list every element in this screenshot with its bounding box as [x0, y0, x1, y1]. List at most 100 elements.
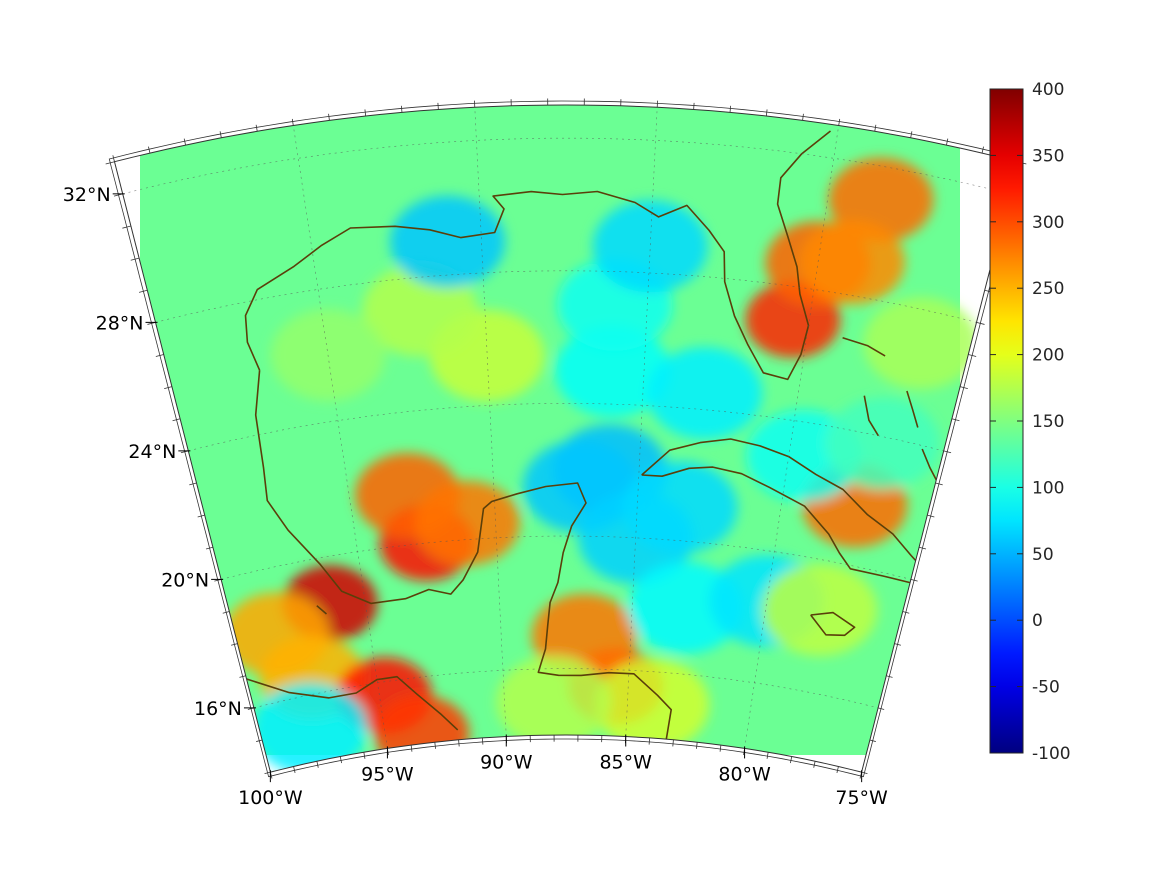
frame-tick [935, 482, 943, 486]
longitude-label: 95°W [361, 763, 414, 785]
field-feature [594, 658, 710, 751]
field-feature [863, 297, 979, 390]
longitude-label: 75°W [835, 787, 888, 809]
frame-tick [222, 611, 230, 614]
field-feature [374, 695, 470, 772]
frame-tick [766, 752, 769, 759]
coastline-segment [246, 675, 459, 731]
frame-tick [981, 146, 984, 154]
frame-tick [813, 761, 816, 768]
frame-tick [434, 742, 436, 749]
frame-tick [946, 138, 949, 146]
frame-tick [189, 482, 197, 486]
frame-tick [205, 546, 214, 550]
coastline-segment [316, 605, 328, 615]
frame-tick [765, 109, 768, 117]
frame-tick [729, 105, 732, 113]
field-feature [799, 220, 905, 304]
coastline-segment [863, 395, 879, 437]
frame-tick [364, 109, 367, 117]
colorbar-label: 250 [1032, 279, 1064, 299]
coastline-segment [810, 611, 856, 637]
field-feature [555, 325, 671, 417]
frame-tick [910, 578, 918, 582]
frame-tick [219, 131, 222, 138]
field-feature [414, 480, 520, 565]
colorbar-label: 150 [1032, 412, 1064, 432]
frame-tick [861, 771, 868, 775]
frame-tick [164, 386, 173, 390]
frame-tick [836, 766, 839, 774]
frame-tick [943, 450, 952, 454]
frame-outer [108, 100, 1024, 778]
coastline-segment [244, 130, 831, 381]
colorbar-label: 0 [1032, 611, 1043, 631]
latitude-gridline [155, 270, 977, 323]
frame-tick [927, 514, 935, 518]
frame-tick [148, 146, 151, 154]
frame-tick [802, 113, 804, 121]
field-feature [762, 564, 878, 656]
frame-tick [951, 418, 960, 422]
coastline-segment [842, 336, 886, 357]
colorbar-label: 350 [1032, 146, 1064, 166]
frame-tick [672, 739, 674, 747]
latitude-label: 20°N [161, 569, 209, 591]
field-feature [592, 200, 708, 293]
coastline-segment [906, 390, 919, 428]
frame-tick [122, 225, 131, 229]
longitude-label: 80°W [718, 763, 771, 785]
frame-tick [976, 321, 985, 325]
frame-tick [328, 113, 330, 121]
frame-tick [790, 756, 793, 764]
field-feature [647, 347, 763, 440]
frame-tick [910, 131, 913, 138]
frame-tick [112, 155, 115, 162]
field-feature [496, 655, 612, 748]
colorbar-label: 200 [1032, 346, 1064, 366]
field-feature [622, 461, 738, 554]
latitude-label: 32°N [63, 184, 111, 206]
frame-tick [877, 707, 885, 710]
frame-tick [339, 756, 342, 764]
frame-tick [886, 675, 893, 678]
colorbar-label: -50 [1032, 678, 1060, 698]
frame-tick [696, 742, 698, 749]
frame-tick [239, 675, 246, 678]
colorbar-label: 100 [1032, 478, 1064, 498]
frame-tick [918, 546, 927, 550]
latitude-label: 28°N [96, 312, 144, 334]
latitude-gridline [188, 403, 944, 452]
graticule [114, 107, 1018, 773]
field-feature [390, 195, 506, 288]
frame-tick [902, 611, 910, 614]
latitude-gridline [221, 535, 911, 580]
frame-tick [894, 643, 901, 646]
latitude-label: 16°N [194, 698, 242, 720]
colorbar-label: 50 [1032, 545, 1054, 565]
frame-tick [869, 739, 876, 742]
latitude-label: 24°N [128, 441, 176, 463]
longitude-label: 90°W [480, 752, 533, 774]
frame-tick [105, 161, 115, 165]
frame-tick [363, 752, 366, 759]
frame-tick [231, 643, 238, 646]
frame-tick [838, 118, 841, 126]
frame-tick [256, 739, 263, 742]
longitude-label: 100°W [238, 787, 303, 809]
colorbar: 400 350 300 250 200 150 100 50 0 -50 -100 [989, 80, 1071, 764]
colorbar-label: 400 [1032, 80, 1064, 100]
frame-tick [316, 761, 319, 768]
longitude-label: 85°W [599, 752, 652, 774]
frame-tick [291, 118, 294, 126]
colorbar-label: -100 [1032, 744, 1071, 764]
longitude-labels: 100°W 95°W 90°W 85°W 80°W 75°W [238, 734, 888, 809]
frame-tick [172, 418, 181, 422]
frame-tick [183, 138, 186, 146]
frame-tick [155, 354, 164, 357]
frame-tick [255, 124, 258, 132]
frame-tick [130, 257, 140, 261]
frame-tick [968, 354, 977, 357]
field-feature [252, 682, 368, 773]
